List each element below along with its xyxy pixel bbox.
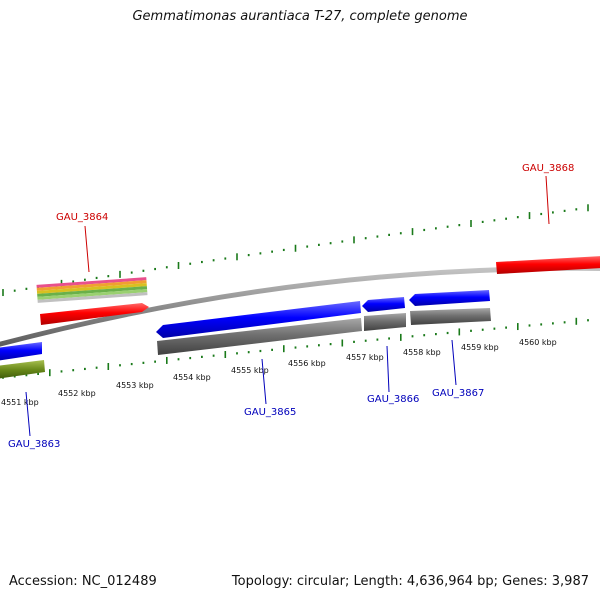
gene-track-gau-3867: [410, 308, 491, 325]
scale-label: 4555 kbp: [231, 366, 269, 375]
gene-gau-3863[interactable]: [0, 342, 42, 361]
gene-label-gau-3867: GAU_3867: [432, 388, 484, 399]
scale-labels: 4551 kbp 4552 kbp 4553 kbp 4554 kbp 4555…: [1, 338, 557, 407]
scale-label: 4560 kbp: [519, 338, 557, 347]
gene-gau-3868[interactable]: [496, 256, 600, 274]
gene-label-gau-3863: GAU_3863: [8, 439, 60, 450]
gene-gau-3864[interactable]: [40, 303, 149, 325]
gene-label-gau-3868: GAU_3868: [522, 163, 574, 174]
gene-gau-3867[interactable]: [409, 290, 490, 306]
reverse-gene-track: [0, 308, 491, 379]
scale-label: 4551 kbp: [1, 398, 39, 407]
scale-label: 4554 kbp: [173, 373, 211, 382]
gene-label-gau-3864: GAU_3864: [56, 212, 108, 223]
gene-callouts: GAU_3864 GAU_3868 GAU_3863 GAU_3865 GAU_…: [8, 163, 574, 450]
inner-tick-ring: [2, 317, 589, 379]
forward-genes: [40, 256, 600, 325]
gene-gau-3866[interactable]: [362, 297, 405, 312]
annotation-bands: [36, 277, 148, 303]
olive-feature: [0, 360, 45, 379]
scale-label: 4556 kbp: [288, 359, 326, 368]
accession-text: Accession: NC_012489: [9, 574, 157, 589]
gene-gau-3865[interactable]: [156, 301, 361, 338]
scale-label: 4553 kbp: [116, 381, 154, 390]
scale-label: 4557 kbp: [346, 353, 384, 362]
gene-track-gau-3865: [157, 318, 362, 355]
genome-summary-text: Topology: circular; Length: 4,636,964 bp…: [231, 574, 589, 589]
scale-label: 4558 kbp: [403, 348, 441, 357]
gene-label-gau-3865: GAU_3865: [244, 407, 296, 418]
reverse-genes: [0, 290, 490, 361]
gene-label-gau-3866: GAU_3866: [367, 394, 419, 405]
scale-label: 4552 kbp: [58, 389, 96, 398]
scale-label: 4559 kbp: [461, 343, 499, 352]
map-title: Gemmatimonas aurantiaca T-27, complete g…: [132, 9, 468, 24]
gene-track-gau-3866: [364, 313, 406, 331]
